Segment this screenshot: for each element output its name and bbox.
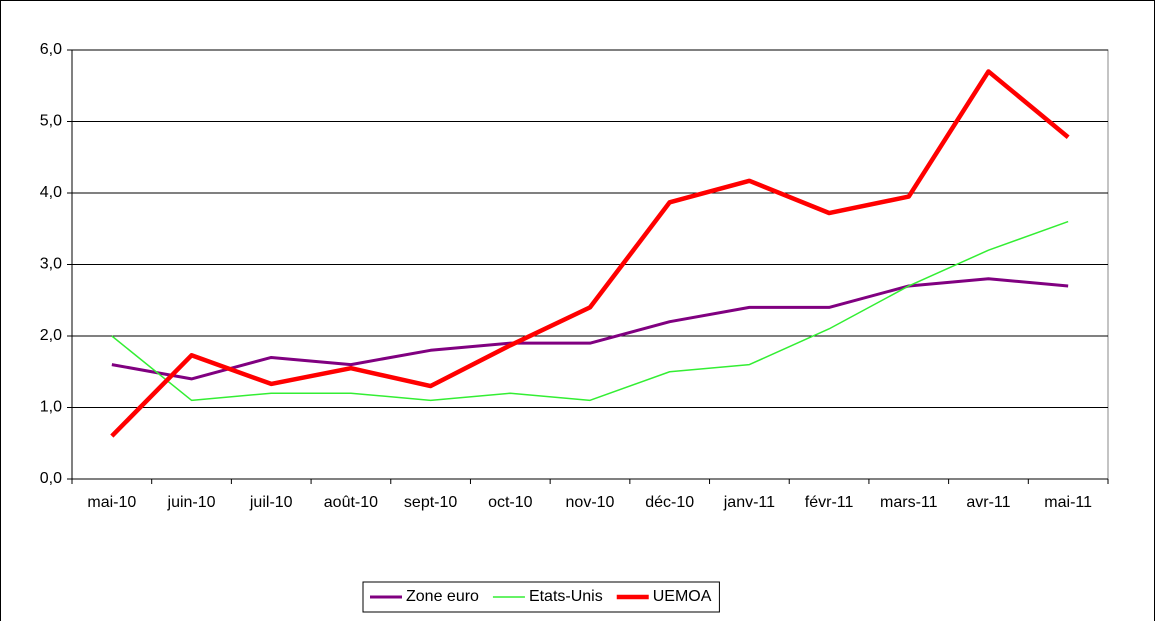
x-tick-label: mai-11 xyxy=(1044,494,1092,511)
legend-label: Etats-Unis xyxy=(529,588,603,605)
series-line xyxy=(110,69,1070,438)
legend-box xyxy=(362,581,720,613)
legend: Zone euro Etats-Unis UEMOA xyxy=(362,581,720,613)
y-tick-label: 1,0 xyxy=(40,399,62,416)
x-tick-label: déc-10 xyxy=(645,494,694,511)
x-tick-label: nov-10 xyxy=(566,494,615,511)
series-line xyxy=(111,220,1069,402)
x-tick-label: mai-10 xyxy=(87,494,136,511)
x-tick-label: août-10 xyxy=(324,494,378,511)
x-tick-label: juin-10 xyxy=(167,494,216,511)
x-tick-label: sept-10 xyxy=(404,494,457,511)
y-tick-label: 6,0 xyxy=(40,41,62,58)
x-tick-label: oct-10 xyxy=(488,494,533,511)
x-tick-label: janv-11 xyxy=(723,494,775,511)
legend-label: UEMOA xyxy=(653,588,712,605)
y-tick-label: 3,0 xyxy=(40,256,62,273)
y-tick-label: 2,0 xyxy=(40,327,62,344)
x-tick-label: mars-11 xyxy=(880,494,938,511)
x-tick-label: févr-11 xyxy=(805,494,854,511)
x-tick-label: juil-10 xyxy=(249,494,293,511)
y-tick-label: 4,0 xyxy=(40,184,62,201)
legend-label: Zone euro xyxy=(406,588,479,605)
x-tick-label: avr-11 xyxy=(966,494,1010,511)
y-tick-label: 5,0 xyxy=(40,113,62,130)
y-tick-label: 0,0 xyxy=(40,470,62,487)
